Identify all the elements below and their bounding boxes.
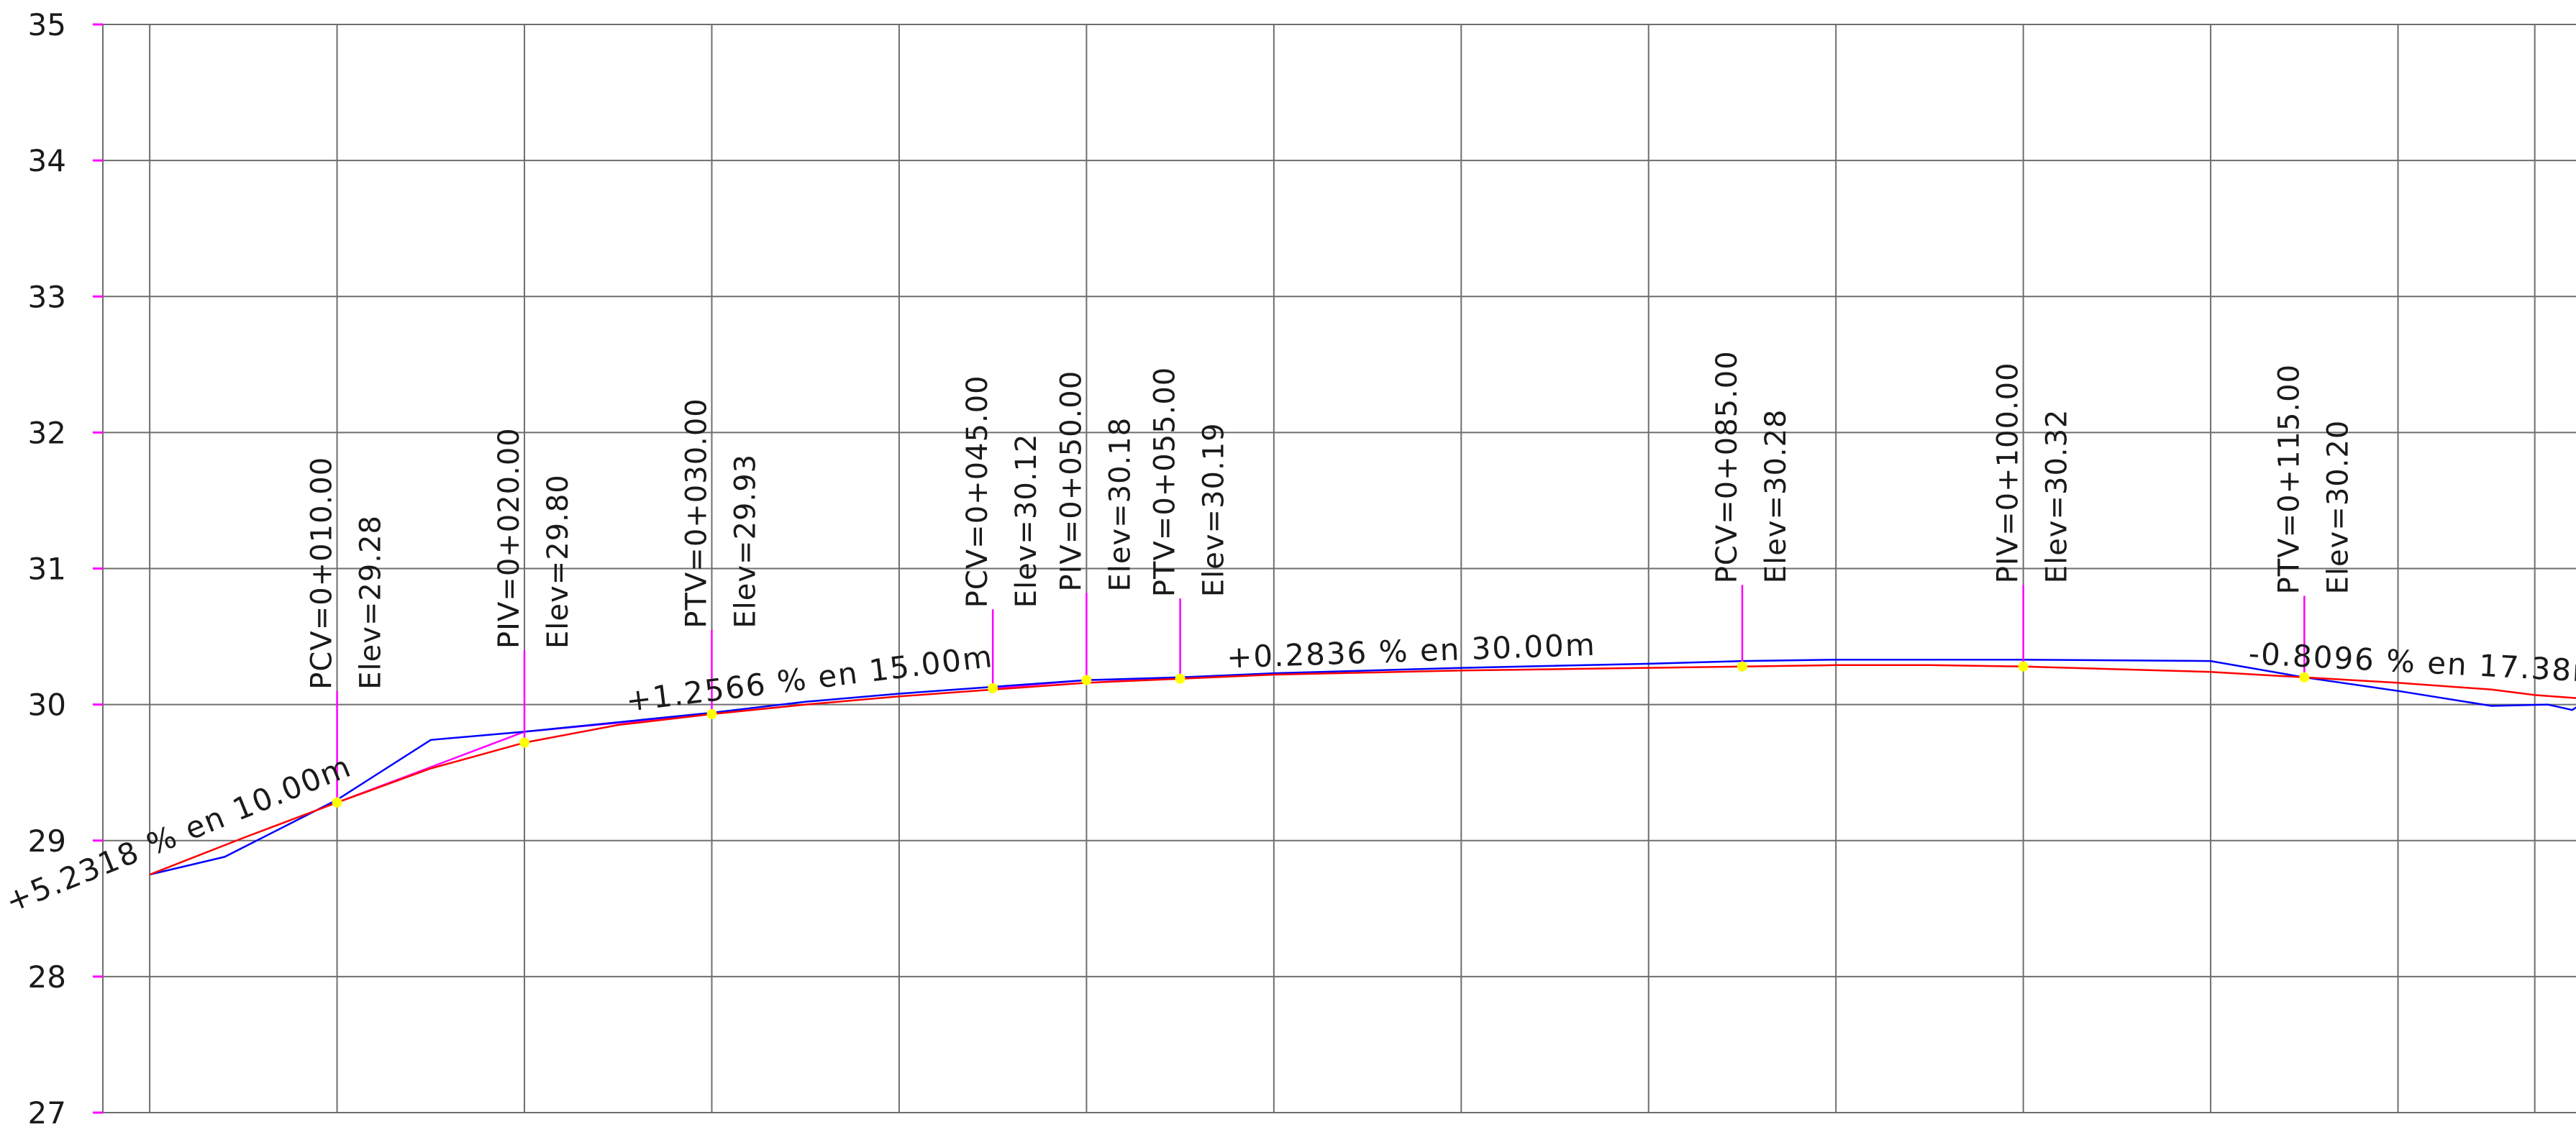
station-label: PIV=0+020.00 [493, 427, 526, 649]
grade-label: -0.8096 % en 17.38m [2248, 636, 2576, 690]
station-annotations: PCV=0+010.00 Elev=29.28 PIV=0+020.00 Elev=2… [306, 350, 2354, 803]
grade-label: +1.2566 % en 15.00m [624, 639, 996, 718]
pvi-point-marker [2018, 661, 2029, 672]
pvi-point-marker [988, 683, 998, 693]
station-label: PTV=0+115.00 [2272, 364, 2306, 594]
elevation-label: Elev=29.28 [355, 515, 388, 690]
elevation-tick-label: 30 [28, 688, 66, 723]
station-label: PTV=0+055.00 [1149, 367, 1182, 597]
elevation-tick-label: 28 [28, 959, 66, 995]
pvi-point-marker [519, 737, 530, 748]
station-label: PCV=0+045.00 [961, 375, 994, 608]
elevation-tick-label: 31 [28, 552, 66, 587]
elevation-tick-label: 27 [28, 1095, 66, 1127]
elevation-label: Elev=29.93 [729, 454, 762, 629]
station-label: PIV=0+100.00 [1992, 362, 2025, 583]
grid [102, 24, 2576, 1113]
elevation-tick-label: 32 [28, 415, 66, 450]
profile-series [149, 658, 2576, 876]
grade-label: +0.2836 % en 30.00m [1226, 627, 1596, 675]
pvi-points [332, 661, 2310, 808]
elevation-label: Elev=29.80 [542, 474, 575, 649]
pvi-point-marker [1737, 661, 1747, 672]
station-label: PCV=0+010.00 [306, 457, 339, 690]
elevation-label: Elev=30.19 [1198, 422, 1231, 597]
pvi-point-marker [332, 797, 342, 808]
station-label: PCV=0+085.00 [1711, 350, 1744, 583]
pvi-point-marker [1175, 673, 1185, 684]
elevation-tick-label: 33 [28, 279, 66, 314]
elevation-axis: 27 28 29 30 31 32 33 34 35 [28, 7, 103, 1127]
station-label: PIV=0+050.00 [1055, 370, 1088, 592]
elevation-label: Elev=30.20 [2321, 420, 2354, 595]
pvi-point-marker [706, 708, 717, 719]
elevation-label: Elev=30.32 [2041, 409, 2074, 583]
elevation-label: Elev=30.12 [1010, 434, 1043, 608]
ground-profile-line [149, 658, 2576, 876]
pvi-point-marker [1081, 675, 1092, 685]
pvi-point-marker [2299, 672, 2310, 683]
elevation-tick-label: 29 [28, 823, 66, 859]
design-profile-line [149, 664, 2576, 876]
elevation-tick-label: 34 [28, 143, 66, 178]
elevation-label: Elev=30.18 [1103, 417, 1137, 592]
elevation-label: Elev=30.28 [1760, 409, 1793, 583]
station-label: PTV=0+030.00 [680, 398, 713, 628]
elevation-tick-label: 35 [28, 7, 66, 42]
